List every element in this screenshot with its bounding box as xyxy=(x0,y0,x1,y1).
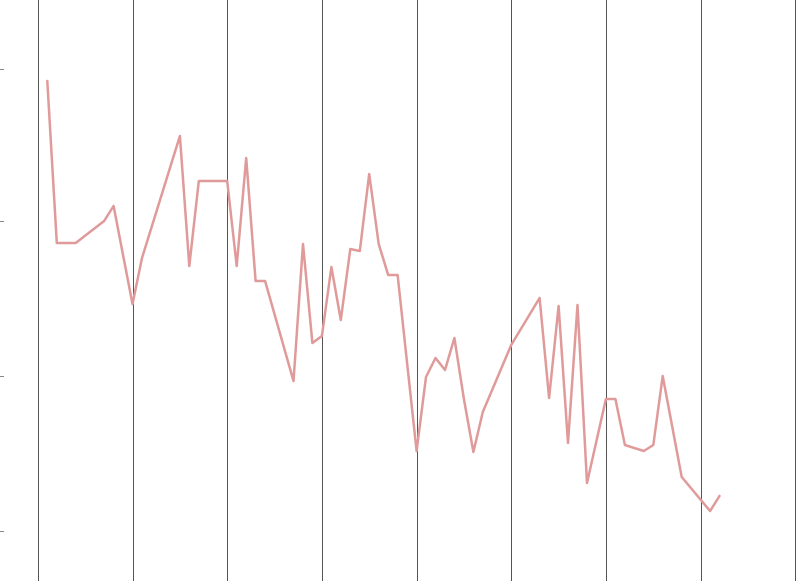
series-layer xyxy=(46,79,721,513)
grid-lines xyxy=(38,0,796,581)
y-axis-ticks xyxy=(0,69,4,532)
series-line-1 xyxy=(46,79,721,513)
